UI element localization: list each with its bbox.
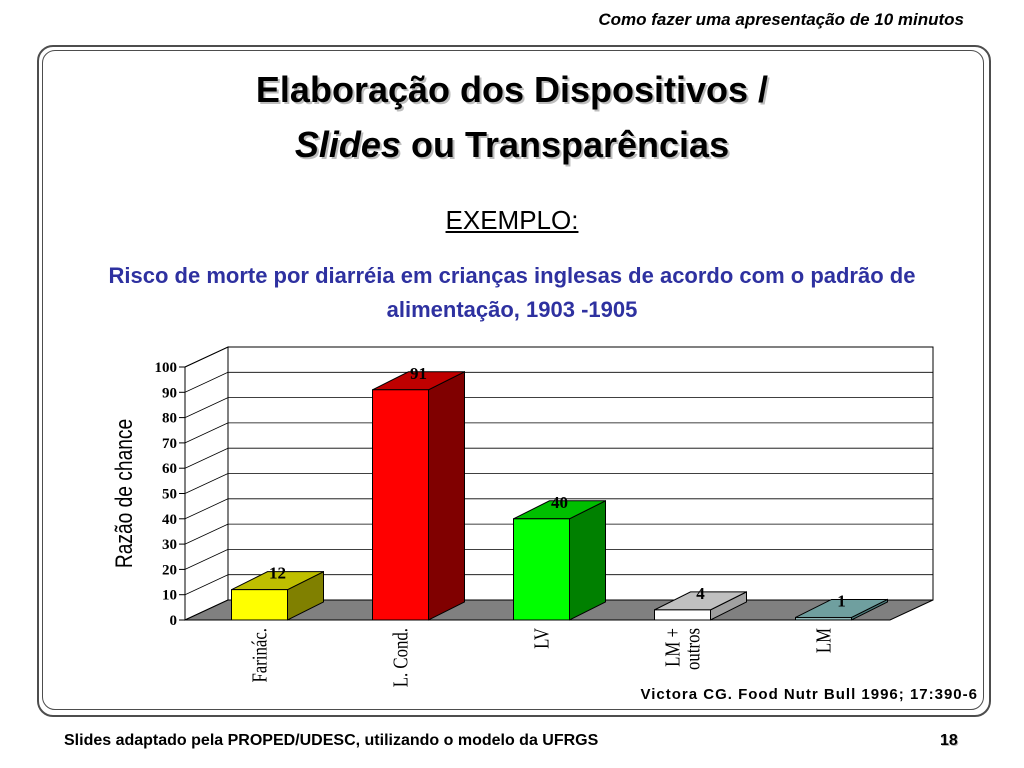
gridline-side (184, 397, 229, 418)
x-category-label: Farinác. (249, 628, 272, 683)
bar-value-label: 1 (837, 591, 846, 610)
source-citation: Victora CG. Food Nutr Bull 1996; 17:390-… (640, 686, 978, 703)
slide-frame-inner (42, 50, 984, 710)
bar (513, 518, 570, 621)
y-tick-label: 40 (162, 512, 177, 528)
y-tick-label: 50 (162, 487, 177, 503)
gridline-side (184, 549, 229, 570)
bar (654, 609, 711, 621)
gridline-side (184, 473, 229, 494)
y-tick-label: 100 (155, 360, 178, 376)
y-tick-label: 30 (162, 537, 177, 553)
y-axis-label: Razão de chance (110, 419, 138, 568)
gridline-side (184, 371, 229, 393)
bar-value-label: 91 (410, 364, 427, 383)
slide-title-line1: Elaboração dos Dispositivos / (255, 69, 769, 110)
example-heading: EXEMPLO: (445, 205, 579, 235)
bar-value-label: 40 (551, 493, 568, 512)
y-tick-label: 70 (162, 436, 177, 452)
y-tick-label: 10 (162, 588, 177, 604)
gridline-side (184, 523, 229, 545)
gridline-side (184, 574, 229, 596)
chart-subtitle: Risco de morte por diarréia em crianças … (108, 263, 916, 322)
y-tick-label: 80 (162, 411, 177, 427)
gridline-side (184, 346, 229, 368)
x-category-label: LM (813, 628, 836, 653)
x-category-label: L. Cond. (390, 628, 413, 687)
bar (372, 389, 429, 621)
header-text: Como fazer uma apresentação de 10 minuto… (598, 10, 964, 29)
x-category-label: outros (682, 628, 705, 670)
slide-frame (37, 45, 991, 717)
x-category-label: LV (531, 628, 554, 649)
slide-title-rest: ou Transparências (400, 124, 730, 165)
gridline-side (184, 498, 229, 520)
page-number: 18 (940, 732, 958, 749)
bar-side (569, 499, 606, 621)
bar (231, 589, 288, 621)
slide-title-italic: Slides (294, 124, 401, 165)
gridline-side (184, 447, 229, 469)
x-category-label: LM + (662, 628, 685, 667)
footer-text: Slides adaptado pela PROPED/UDESC, utili… (64, 732, 599, 749)
y-tick-label: 0 (170, 613, 178, 629)
gridline-side (184, 422, 229, 444)
y-tick-label: 60 (162, 461, 177, 477)
y-tick-label: 90 (162, 385, 177, 401)
bar (795, 616, 852, 621)
bar-side (428, 370, 465, 621)
bar-value-label: 12 (269, 564, 286, 583)
slide-title-line2: Slides ou Transparências (0, 123, 1024, 167)
bar-value-label: 4 (696, 584, 705, 603)
y-tick-label: 20 (162, 562, 177, 578)
